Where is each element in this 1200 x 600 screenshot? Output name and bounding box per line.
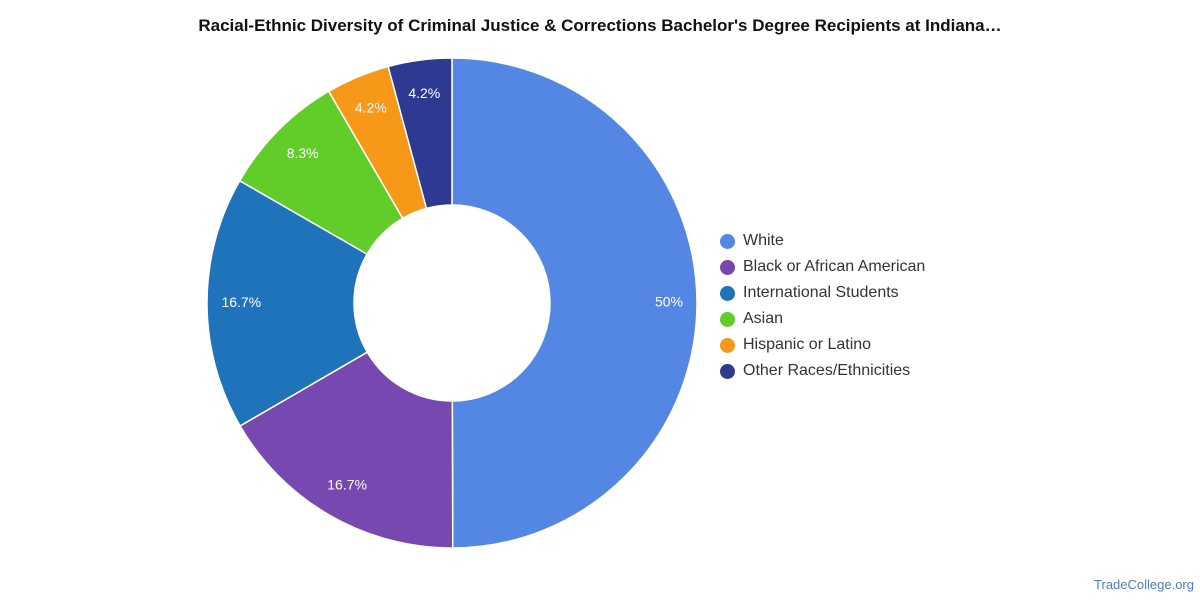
legend-item-hispanic-or-latino[interactable]: Hispanic or Latino	[720, 332, 925, 358]
chart-title: Racial-Ethnic Diversity of Criminal Just…	[198, 16, 1002, 35]
slice-label-hispanic-or-latino: 4.2%	[355, 99, 387, 115]
legend-item-black-or-african-american[interactable]: Black or African American	[720, 254, 925, 280]
slice-label-white: 50%	[655, 293, 683, 309]
legend-swatch-other-races-ethnicities	[720, 363, 735, 379]
legend-label-asian: Asian	[743, 310, 784, 327]
legend-label-other-races-ethnicities: Other Races/Ethnicities	[743, 362, 911, 379]
slice-label-international-students: 16.7%	[221, 294, 261, 310]
legend-item-white[interactable]: White	[720, 228, 925, 254]
slice-white[interactable]	[451, 57, 698, 549]
legend-label-black-or-african-american: Black or African American	[743, 258, 926, 275]
slice-international-students[interactable]	[206, 179, 369, 427]
legend-swatch-white	[720, 233, 735, 249]
legend-swatch-black-or-african-american	[720, 259, 735, 275]
slice-black-or-african-american[interactable]	[239, 351, 454, 549]
legend-swatch-international-students	[720, 285, 735, 301]
legend-item-international-students[interactable]: International Students	[720, 280, 925, 306]
legend-item-other-races-ethnicities[interactable]: Other Races/Ethnicities	[720, 358, 925, 384]
legend-label-international-students: International Students	[743, 284, 899, 301]
slice-other-races-ethnicities[interactable]	[387, 57, 453, 210]
slice-label-black-or-african-american: 16.7%	[327, 476, 367, 492]
legend-item-asian[interactable]: Asian	[720, 306, 925, 332]
slice-label-asian: 8.3%	[287, 145, 319, 161]
legend-label-white: White	[743, 232, 784, 249]
chart-legend: White Black or African American Internat…	[720, 228, 925, 384]
legend-swatch-hispanic-or-latino	[720, 337, 735, 353]
legend-label-hispanic-or-latino: Hispanic or Latino	[743, 336, 872, 353]
source-credit-link[interactable]: TradeCollege.org	[1094, 577, 1194, 592]
slice-label-other-races-ethnicities: 4.2%	[408, 85, 440, 101]
legend-swatch-asian	[720, 311, 735, 327]
